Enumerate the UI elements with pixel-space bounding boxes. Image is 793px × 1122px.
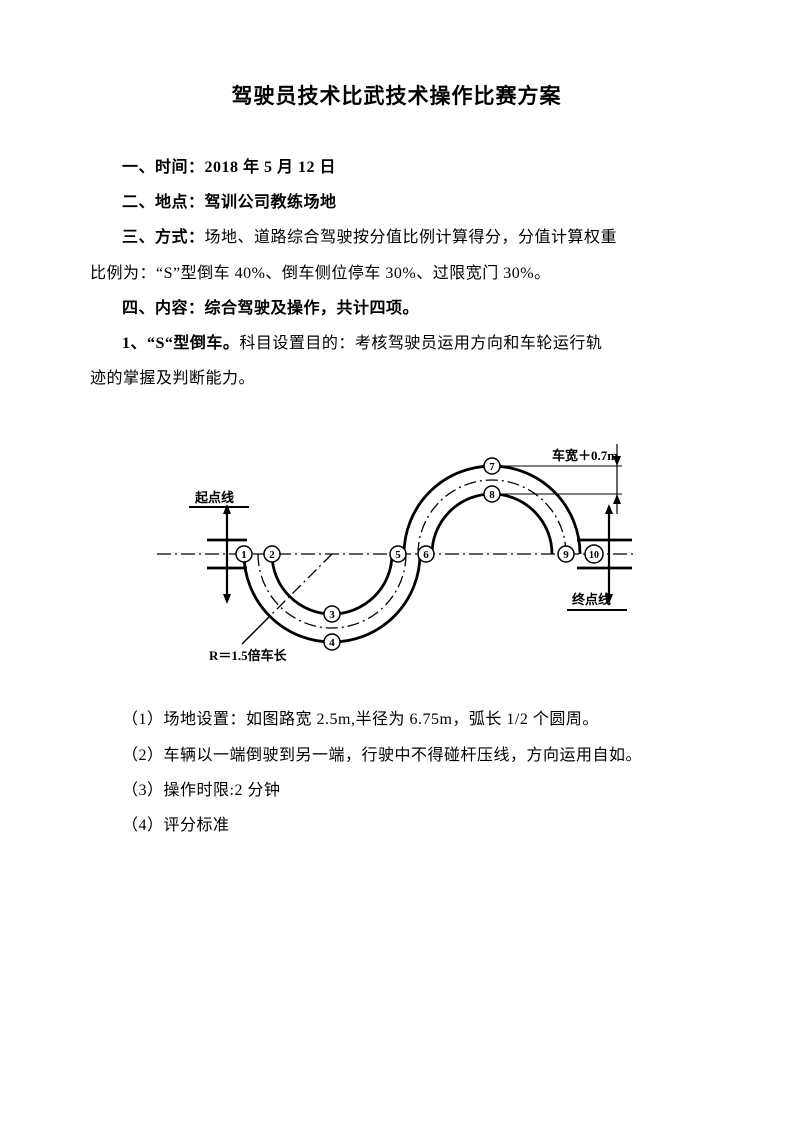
right-outer-arc <box>404 466 580 554</box>
sub1: （1）场地设置：如图路宽 2.5m,半径为 6.75m，弧长 1/2 个圆周。 <box>90 702 703 737</box>
section2-label: 二、地点： <box>122 194 205 211</box>
section3-label: 三、方式： <box>122 229 205 246</box>
node-8-label: 8 <box>489 489 495 501</box>
dim-arrow-bot <box>613 494 621 504</box>
node-7-label: 7 <box>489 461 495 473</box>
section4-label: 四、内容： <box>122 300 205 317</box>
sub4: （4）评分标准 <box>90 808 703 843</box>
node-2-label: 2 <box>269 549 275 561</box>
node-1-label: 1 <box>241 549 247 561</box>
left-outer-arc <box>244 554 420 642</box>
item1-text2: 迹的掌握及判断能力。 <box>90 370 255 387</box>
node-5-label: 5 <box>395 549 401 561</box>
start-arrow-up <box>223 504 231 514</box>
section1-value: 2018 年 5 月 12 日 <box>205 159 337 176</box>
radius-leader <box>242 616 270 644</box>
sub3: （3）操作时限:2 分钟 <box>90 773 703 808</box>
section3-text1: 场地、道路综合驾驶按分值比例计算得分，分值计算权重 <box>205 229 618 246</box>
section-location: 二、地点：驾训公司教练场地 <box>90 185 703 220</box>
node-4-label: 4 <box>329 637 335 649</box>
end-line-label: 终点线 <box>572 592 611 607</box>
node-10-label: 10 <box>589 550 599 561</box>
page-title: 驾驶员技术比武技术操作比赛方案 <box>90 80 703 110</box>
section-method-line1: 三、方式：场地、道路综合驾驶按分值比例计算得分，分值计算权重 <box>90 220 703 255</box>
start-arrow-down <box>223 594 231 604</box>
sub2: （2）车辆以一端倒驶到另一端，行驶中不得碰杆压线，方向运用自如。 <box>90 738 703 773</box>
item1-label: 1、“S“型倒车。 <box>122 335 239 352</box>
item1-line2: 迹的掌握及判断能力。 <box>90 361 703 396</box>
item1-line1: 1、“S“型倒车。科目设置目的：考核驾驶员运用方向和车轮运行轨 <box>90 326 703 361</box>
node-3-label: 3 <box>329 609 335 621</box>
end-arrow-up <box>605 504 613 514</box>
width-dim-label: 车宽＋0.7m <box>552 448 618 463</box>
section2-value: 驾训公司教练场地 <box>205 194 337 211</box>
left-inner-arc <box>272 554 392 614</box>
s-curve-diagram: 起点线 终点线 R＝1.5倍车长 车宽＋0.7m <box>147 404 647 684</box>
section-content: 四、内容：综合驾驶及操作，共计四项。 <box>90 291 703 326</box>
section1-label: 一、时间： <box>122 159 205 176</box>
right-inner-arc <box>432 494 552 554</box>
node-6-label: 6 <box>423 549 429 561</box>
section4-value: 综合驾驶及操作，共计四项。 <box>205 300 420 317</box>
start-line-label: 起点线 <box>194 490 234 505</box>
s-curve-diagram-container: 起点线 终点线 R＝1.5倍车长 车宽＋0.7m <box>90 404 703 684</box>
node-9-label: 9 <box>563 549 569 561</box>
section-method-line2: 比例为：“S”型倒车 40%、倒车侧位停车 30%、过限宽门 30%。 <box>90 256 703 291</box>
section3-text2: 比例为：“S”型倒车 40%、倒车侧位停车 30%、过限宽门 30%。 <box>90 265 551 282</box>
radius-label: R＝1.5倍车长 <box>209 648 288 663</box>
section-time: 一、时间：2018 年 5 月 12 日 <box>90 150 703 185</box>
item1-text1: 科目设置目的：考核驾驶员运用方向和车轮运行轨 <box>239 335 602 352</box>
